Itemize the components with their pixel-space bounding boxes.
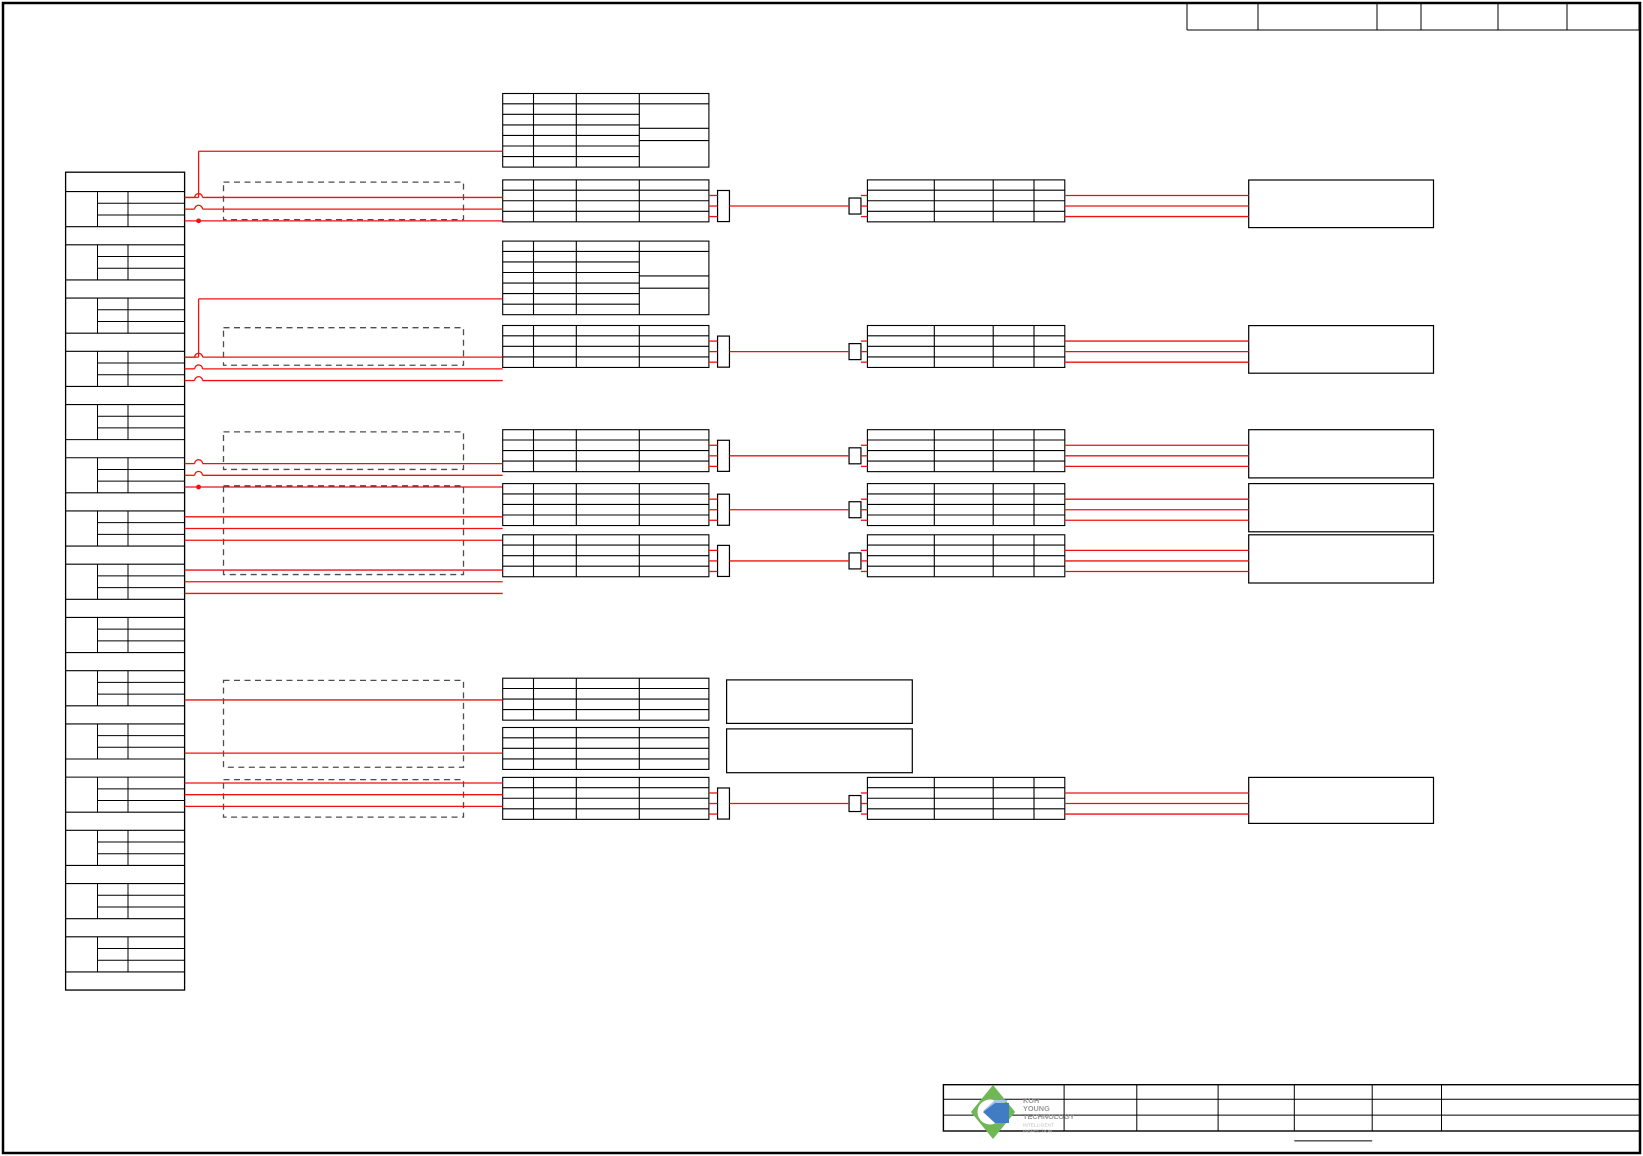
svg-text:INSPECTION: INSPECTION bbox=[1023, 1129, 1053, 1135]
svg-text:INTELLIGENT: INTELLIGENT bbox=[1023, 1123, 1054, 1129]
svg-text:TECHNOLOGY: TECHNOLOGY bbox=[1023, 1112, 1075, 1121]
